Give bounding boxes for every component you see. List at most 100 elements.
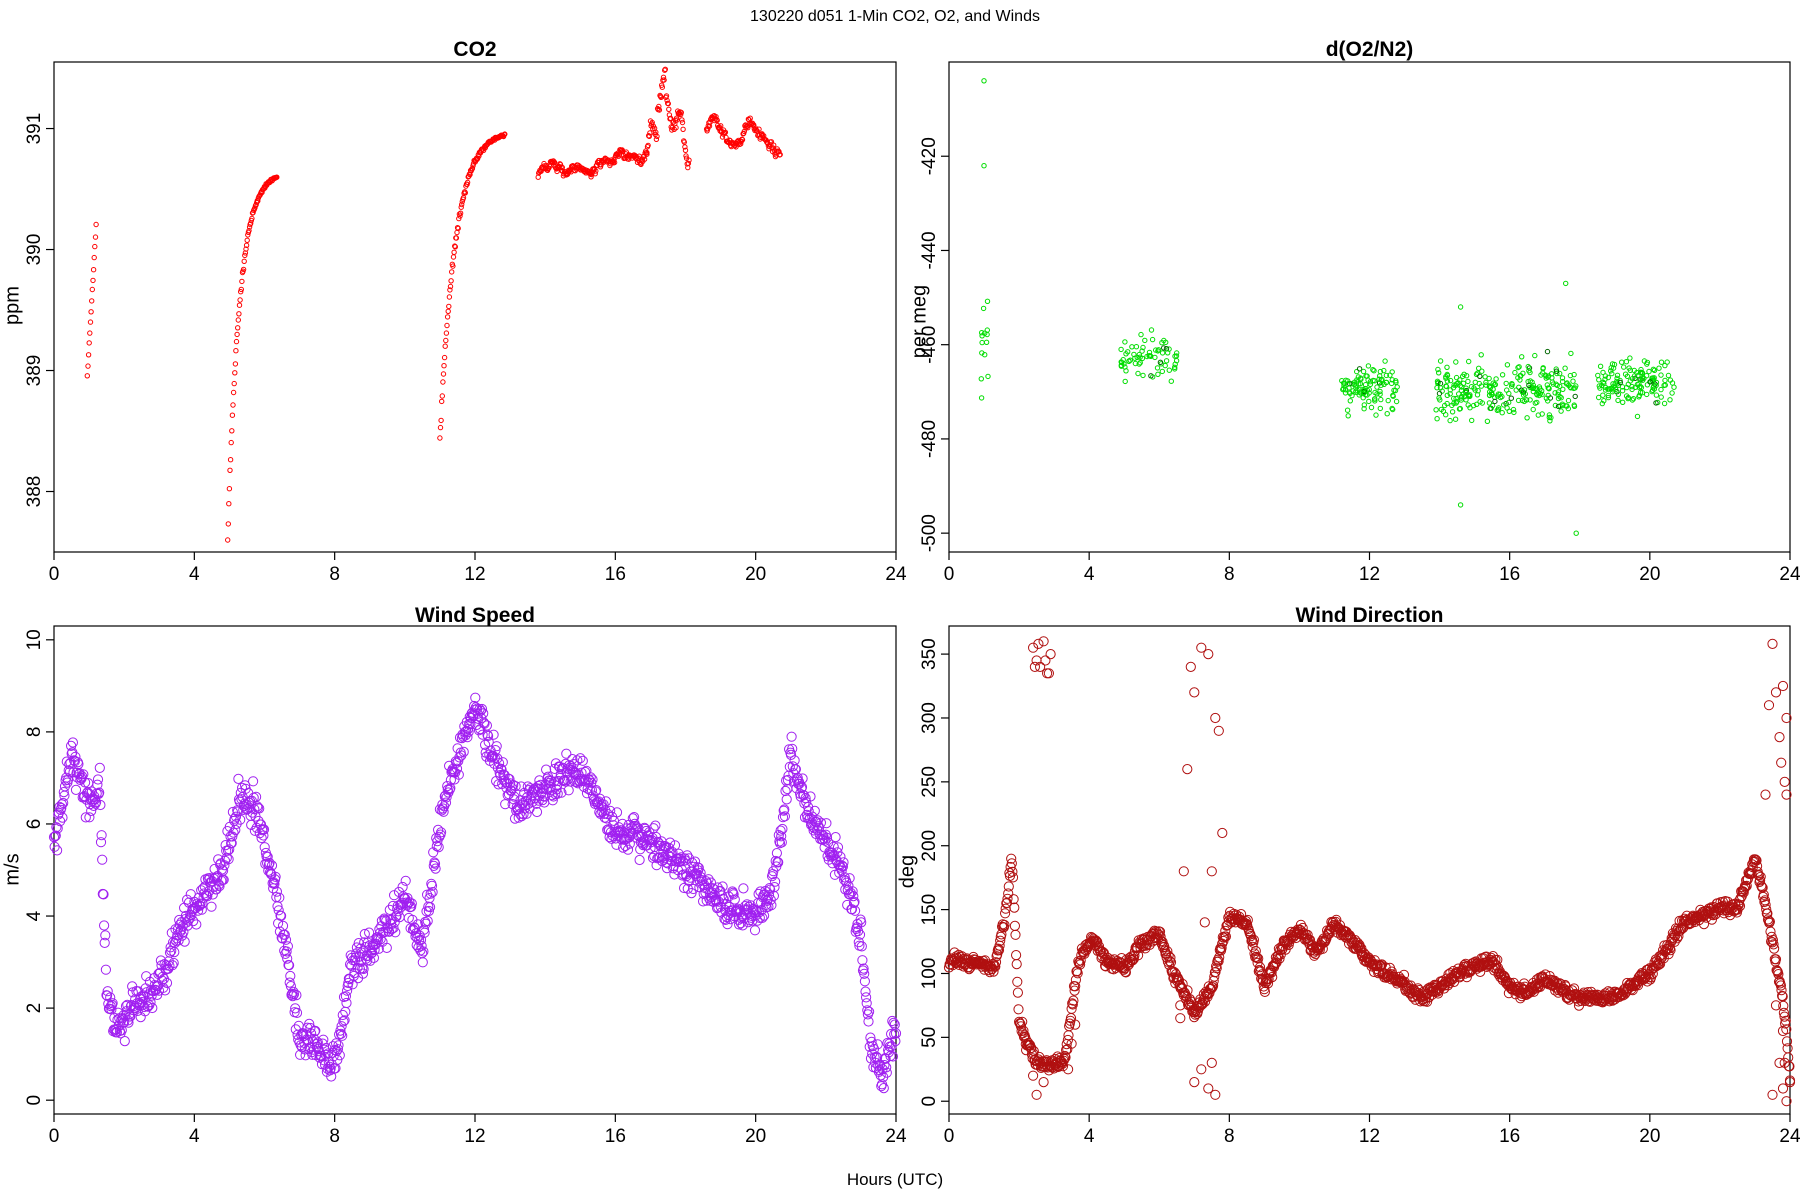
data-point (1457, 502, 1464, 508)
data-point (230, 402, 236, 408)
data-point (739, 137, 746, 143)
data-point (116, 1025, 127, 1036)
data-point (1626, 365, 1632, 371)
data-point (1605, 386, 1611, 392)
data-point (1388, 380, 1395, 387)
data-point (1620, 399, 1626, 405)
x-tick-label: 4 (189, 1126, 200, 1147)
data-point (98, 889, 109, 900)
data-point (1361, 402, 1368, 408)
data-point (1608, 368, 1614, 374)
data-point (1597, 363, 1604, 369)
data-point (656, 107, 663, 113)
data-point (102, 986, 113, 997)
data-point (1210, 1089, 1221, 1100)
data-point (686, 157, 692, 163)
data-point (733, 144, 739, 150)
data-point (1009, 920, 1021, 932)
data-point (1653, 379, 1660, 386)
data-point (70, 751, 81, 762)
data-point (722, 129, 729, 136)
data-point (660, 74, 667, 81)
data-point (1383, 372, 1390, 379)
data-point (1174, 350, 1180, 356)
data-point (1563, 381, 1570, 387)
data-point (1361, 390, 1367, 396)
data-point (453, 235, 460, 241)
data-point (84, 373, 91, 379)
data-point (1370, 367, 1376, 373)
x-tick-label: 12 (1359, 1126, 1380, 1147)
data-point (1011, 959, 1022, 970)
data-point (90, 277, 96, 284)
data-point (1511, 409, 1517, 416)
data-point (1499, 372, 1506, 378)
data-point (673, 125, 679, 131)
data-point (1189, 1077, 1200, 1088)
data-point (238, 286, 245, 293)
data-point (1490, 380, 1497, 386)
data-point (52, 845, 63, 856)
data-point (1519, 354, 1525, 360)
data-point (1508, 395, 1515, 401)
data-point (611, 159, 618, 166)
data-point (1150, 374, 1156, 380)
data-point (654, 133, 660, 140)
data-point (1777, 680, 1789, 692)
data-point (1484, 418, 1491, 424)
data-point (235, 325, 241, 331)
data-point (1653, 392, 1660, 398)
data-point (1451, 382, 1457, 388)
data-point (242, 252, 248, 259)
data-point (107, 998, 118, 1009)
data-point (441, 354, 448, 361)
data-point (1389, 369, 1395, 375)
data-point (248, 220, 254, 226)
data-point (593, 168, 599, 174)
data-point (1370, 377, 1376, 384)
x-tick-label: 4 (1084, 1126, 1095, 1147)
data-point (1558, 408, 1564, 414)
x-tick-label: 24 (1779, 1126, 1800, 1147)
data-point (1354, 379, 1360, 385)
data-point (714, 117, 720, 124)
data-point (1629, 383, 1635, 390)
y-tick-label: 388 (24, 476, 45, 508)
data-point (1133, 344, 1140, 350)
data-point (1166, 367, 1173, 373)
data-point (1444, 378, 1451, 384)
data-point (1449, 402, 1455, 409)
data-point (1565, 397, 1572, 404)
data-point (1385, 397, 1391, 404)
data-point (1625, 395, 1631, 402)
data-point (771, 142, 777, 148)
data-point (1563, 280, 1569, 287)
data-point (117, 1017, 129, 1029)
o2-panel-title: d(O2/N2) (1325, 38, 1414, 61)
data-point (1137, 360, 1143, 366)
data-point (1152, 354, 1158, 361)
y-tick-label: 0 (24, 1095, 45, 1106)
data-point (241, 258, 247, 264)
data-point (1546, 385, 1552, 392)
data-point (85, 352, 92, 358)
data-point (439, 393, 445, 399)
y-tick-label: -440 (919, 231, 940, 269)
data-point (229, 428, 235, 434)
data-point (443, 337, 449, 344)
data-point (981, 78, 987, 84)
data-point (1609, 389, 1616, 395)
data-point (1139, 348, 1145, 354)
data-point (678, 109, 684, 116)
data-point (1377, 405, 1384, 412)
data-point (225, 537, 231, 543)
data-point (125, 1011, 136, 1022)
data-point (1360, 386, 1366, 393)
data-point (1435, 366, 1441, 373)
data-point (452, 243, 458, 249)
data-point (1543, 395, 1550, 401)
data-point (119, 1036, 130, 1047)
data-point (682, 147, 689, 154)
y-tick-label: 150 (919, 894, 940, 926)
data-point (1444, 364, 1450, 370)
